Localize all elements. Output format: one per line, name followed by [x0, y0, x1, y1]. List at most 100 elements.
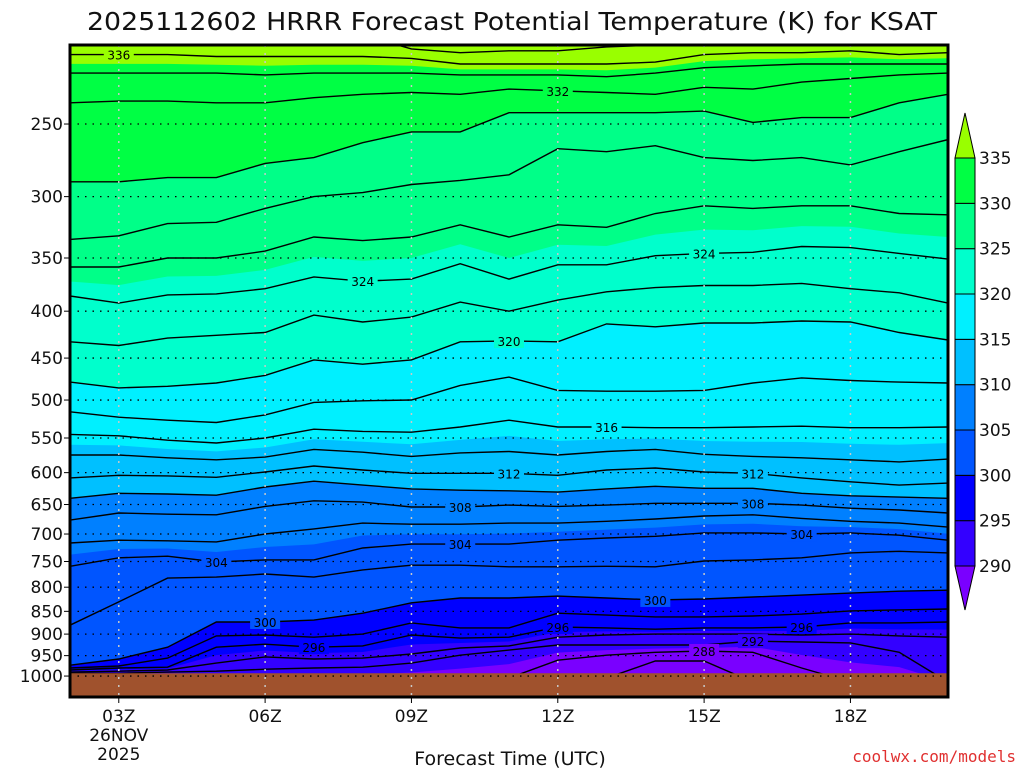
contour-line-294: [70, 633, 948, 673]
colorbar: 290 295 300 305 310 315 320 325 330 335: [954, 112, 1011, 611]
contour-label: 292: [741, 635, 764, 649]
contour-label-background: [786, 619, 817, 634]
contour-label: 316: [595, 421, 618, 435]
colorbar-tick-label: 325: [979, 240, 1011, 260]
contour-label: 300: [254, 616, 277, 630]
colorbar-tick-label: 310: [979, 376, 1011, 396]
y-tick-label: 500: [31, 391, 63, 411]
contour-label-background: [737, 634, 768, 649]
contour-line-330: [70, 93, 948, 183]
fill-band-335: [70, 45, 948, 71]
colorbar-segment-320: [954, 248, 976, 295]
colorbar-segment-310: [954, 338, 976, 386]
contour-line-322: [70, 282, 948, 347]
contour-label-background: [737, 466, 768, 481]
contour-label: 336: [107, 49, 130, 63]
contour-line-308: [70, 500, 948, 521]
colorbar-segment-305: [954, 384, 976, 431]
contour-label: 296: [302, 641, 325, 655]
colorbar-segment-295: [954, 474, 976, 522]
ground-surface: [70, 673, 948, 697]
contour-line-306: [70, 514, 948, 544]
contour-label-background: [542, 619, 573, 634]
filled-contours: [70, 45, 948, 697]
contour-lines: [70, 45, 948, 683]
contour-label: 300: [644, 594, 667, 608]
contour-line-302: [70, 550, 948, 626]
colorbar-segment-330: [954, 157, 976, 204]
y-tick-label: 700: [31, 525, 63, 545]
x-tick-date-label: 2025: [97, 745, 140, 765]
x-axis-label: Forecast Time (UTC): [414, 748, 605, 768]
y-tick-label: 250: [31, 115, 63, 135]
contour-label: 312: [498, 467, 521, 481]
contour-label-background: [250, 614, 281, 629]
contour-label-background: [201, 555, 232, 570]
contour-label-background: [347, 274, 378, 289]
contour-label: 296: [790, 621, 813, 635]
contour-label: 304: [449, 538, 472, 552]
chart-title: 2025112602 HRRR Forecast Potential Tempe…: [87, 7, 938, 36]
colorbar-tick-label: 330: [979, 194, 1011, 214]
y-tick-label: 850: [31, 602, 63, 622]
contour-label: 304: [790, 528, 813, 542]
contour-label-background: [103, 47, 134, 62]
contour-line-324: [70, 245, 948, 304]
y-tick-label: 950: [31, 647, 63, 667]
contour-label-background: [542, 83, 573, 98]
x-tick-label: 12Z: [541, 707, 574, 727]
colorbar-upper-extension: [954, 112, 976, 159]
y-tick-label: 900: [31, 625, 63, 645]
contour-line-338: [394, 45, 659, 54]
contour-label-background: [786, 527, 817, 542]
colorbar-tick-label: 335: [979, 149, 1011, 169]
fill-band-330: [70, 45, 948, 182]
x-tick-label: 09Z: [395, 707, 428, 727]
contour-labels: 336 332 324 324 320 316 312 312 308 308 304 304 304 3…: [103, 47, 817, 659]
contour-label: 308: [449, 501, 472, 515]
colorbar-segment-300: [954, 429, 976, 476]
contour-line-298: [70, 608, 948, 669]
colorbar-segment-315: [954, 293, 976, 340]
y-tick-label: 800: [31, 578, 63, 598]
contour-line-326: [70, 205, 948, 268]
colorbar-lower-extension: [954, 565, 976, 611]
contour-label-background: [591, 419, 622, 434]
x-tick-label: 06Z: [248, 707, 281, 727]
contour-label-background: [298, 640, 329, 655]
x-tick-date-label: 26NOV: [89, 726, 148, 746]
contour-line-334: [70, 63, 948, 78]
contour-label: 312: [741, 467, 764, 481]
watermark-link[interactable]: coolwx.com/models: [852, 747, 1016, 766]
y-tick-label: 550: [31, 429, 63, 449]
contour-line-318: [70, 376, 948, 424]
contour-label: 320: [498, 335, 521, 349]
colorbar-segment-325: [954, 202, 976, 250]
x-tick-label: 03Z: [102, 707, 135, 727]
colorbar-tick-label: 300: [979, 466, 1011, 486]
contour-label-background: [445, 499, 476, 514]
y-tick-label: 600: [31, 464, 63, 484]
contour-line-316: [70, 419, 948, 444]
x-tick-label: 18Z: [834, 707, 867, 727]
colorbar-tick-label: 320: [979, 285, 1011, 305]
contour-line-314: [70, 448, 948, 463]
contour-line-336: [70, 50, 948, 65]
colorbar-tick-label: 315: [979, 330, 1011, 350]
y-tick-label: 400: [31, 302, 63, 322]
contour-label: 304: [205, 556, 228, 570]
contour-line-292: [70, 640, 948, 683]
plot-frame: [68, 43, 950, 699]
y-tick-label: 750: [31, 553, 63, 573]
x-tick-label: 15Z: [687, 707, 720, 727]
contour-label-background: [689, 643, 720, 658]
contour-label-background: [689, 246, 720, 261]
contour-label: 324: [351, 275, 374, 289]
contour-line-300: [70, 589, 948, 666]
contour-line-332: [70, 72, 948, 104]
contour-label-background: [494, 333, 524, 348]
y-axis: 250 300 350 400 450 500 550 600 650 700 750 800 850 9…: [20, 115, 70, 687]
y-tick-label: 650: [31, 496, 63, 516]
